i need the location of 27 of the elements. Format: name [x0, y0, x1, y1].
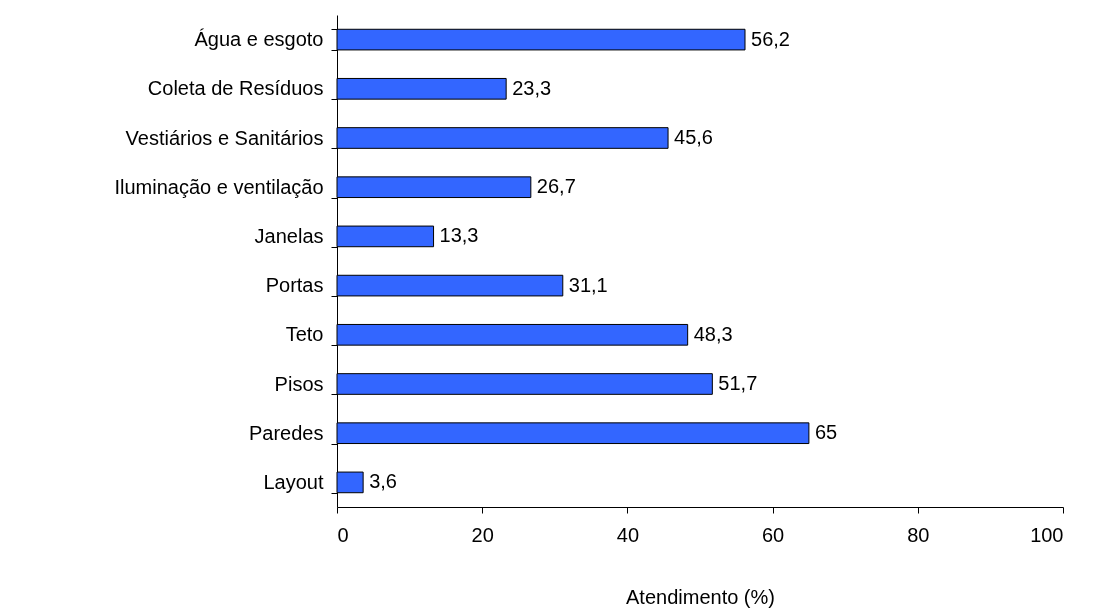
- data-label: 65: [814, 421, 838, 444]
- y-tick-label: Janelas: [254, 224, 324, 247]
- x-tick-label: 80: [907, 523, 930, 546]
- y-tick-label: Vestiários e Sanitários: [125, 126, 324, 149]
- x-axis-title: Atendimento (%): [626, 585, 775, 608]
- y-tick-label: Layout: [263, 470, 324, 493]
- y-tick-label: Iluminação e ventilação: [114, 175, 324, 198]
- data-label: 31,1: [568, 273, 608, 296]
- data-label: 51,7: [718, 372, 758, 394]
- y-tick-label: Coleta de Resíduos: [147, 77, 324, 100]
- y-tick-label: Portas: [265, 274, 324, 297]
- data-label: 23,3: [512, 76, 552, 99]
- y-tick-label: Teto: [285, 323, 324, 346]
- y-tick-label: Água e esgoto: [194, 28, 324, 51]
- data-label: 45,6: [674, 126, 713, 148]
- data-label: 48,3: [693, 322, 733, 345]
- data-label: 3,6: [369, 470, 397, 493]
- data-label: 26,7: [536, 175, 576, 198]
- x-tick-label: 60: [761, 523, 785, 546]
- x-tick-label: 0: [337, 523, 349, 546]
- x-tick-label: 20: [471, 523, 494, 546]
- x-tick-label: 100: [1030, 523, 1064, 546]
- x-tick-label: 40: [616, 523, 640, 546]
- y-tick-label: Paredes: [249, 421, 324, 444]
- y-tick-label: Pisos: [274, 372, 324, 395]
- data-label: 13,3: [439, 224, 479, 247]
- data-label: 56,2: [751, 27, 790, 50]
